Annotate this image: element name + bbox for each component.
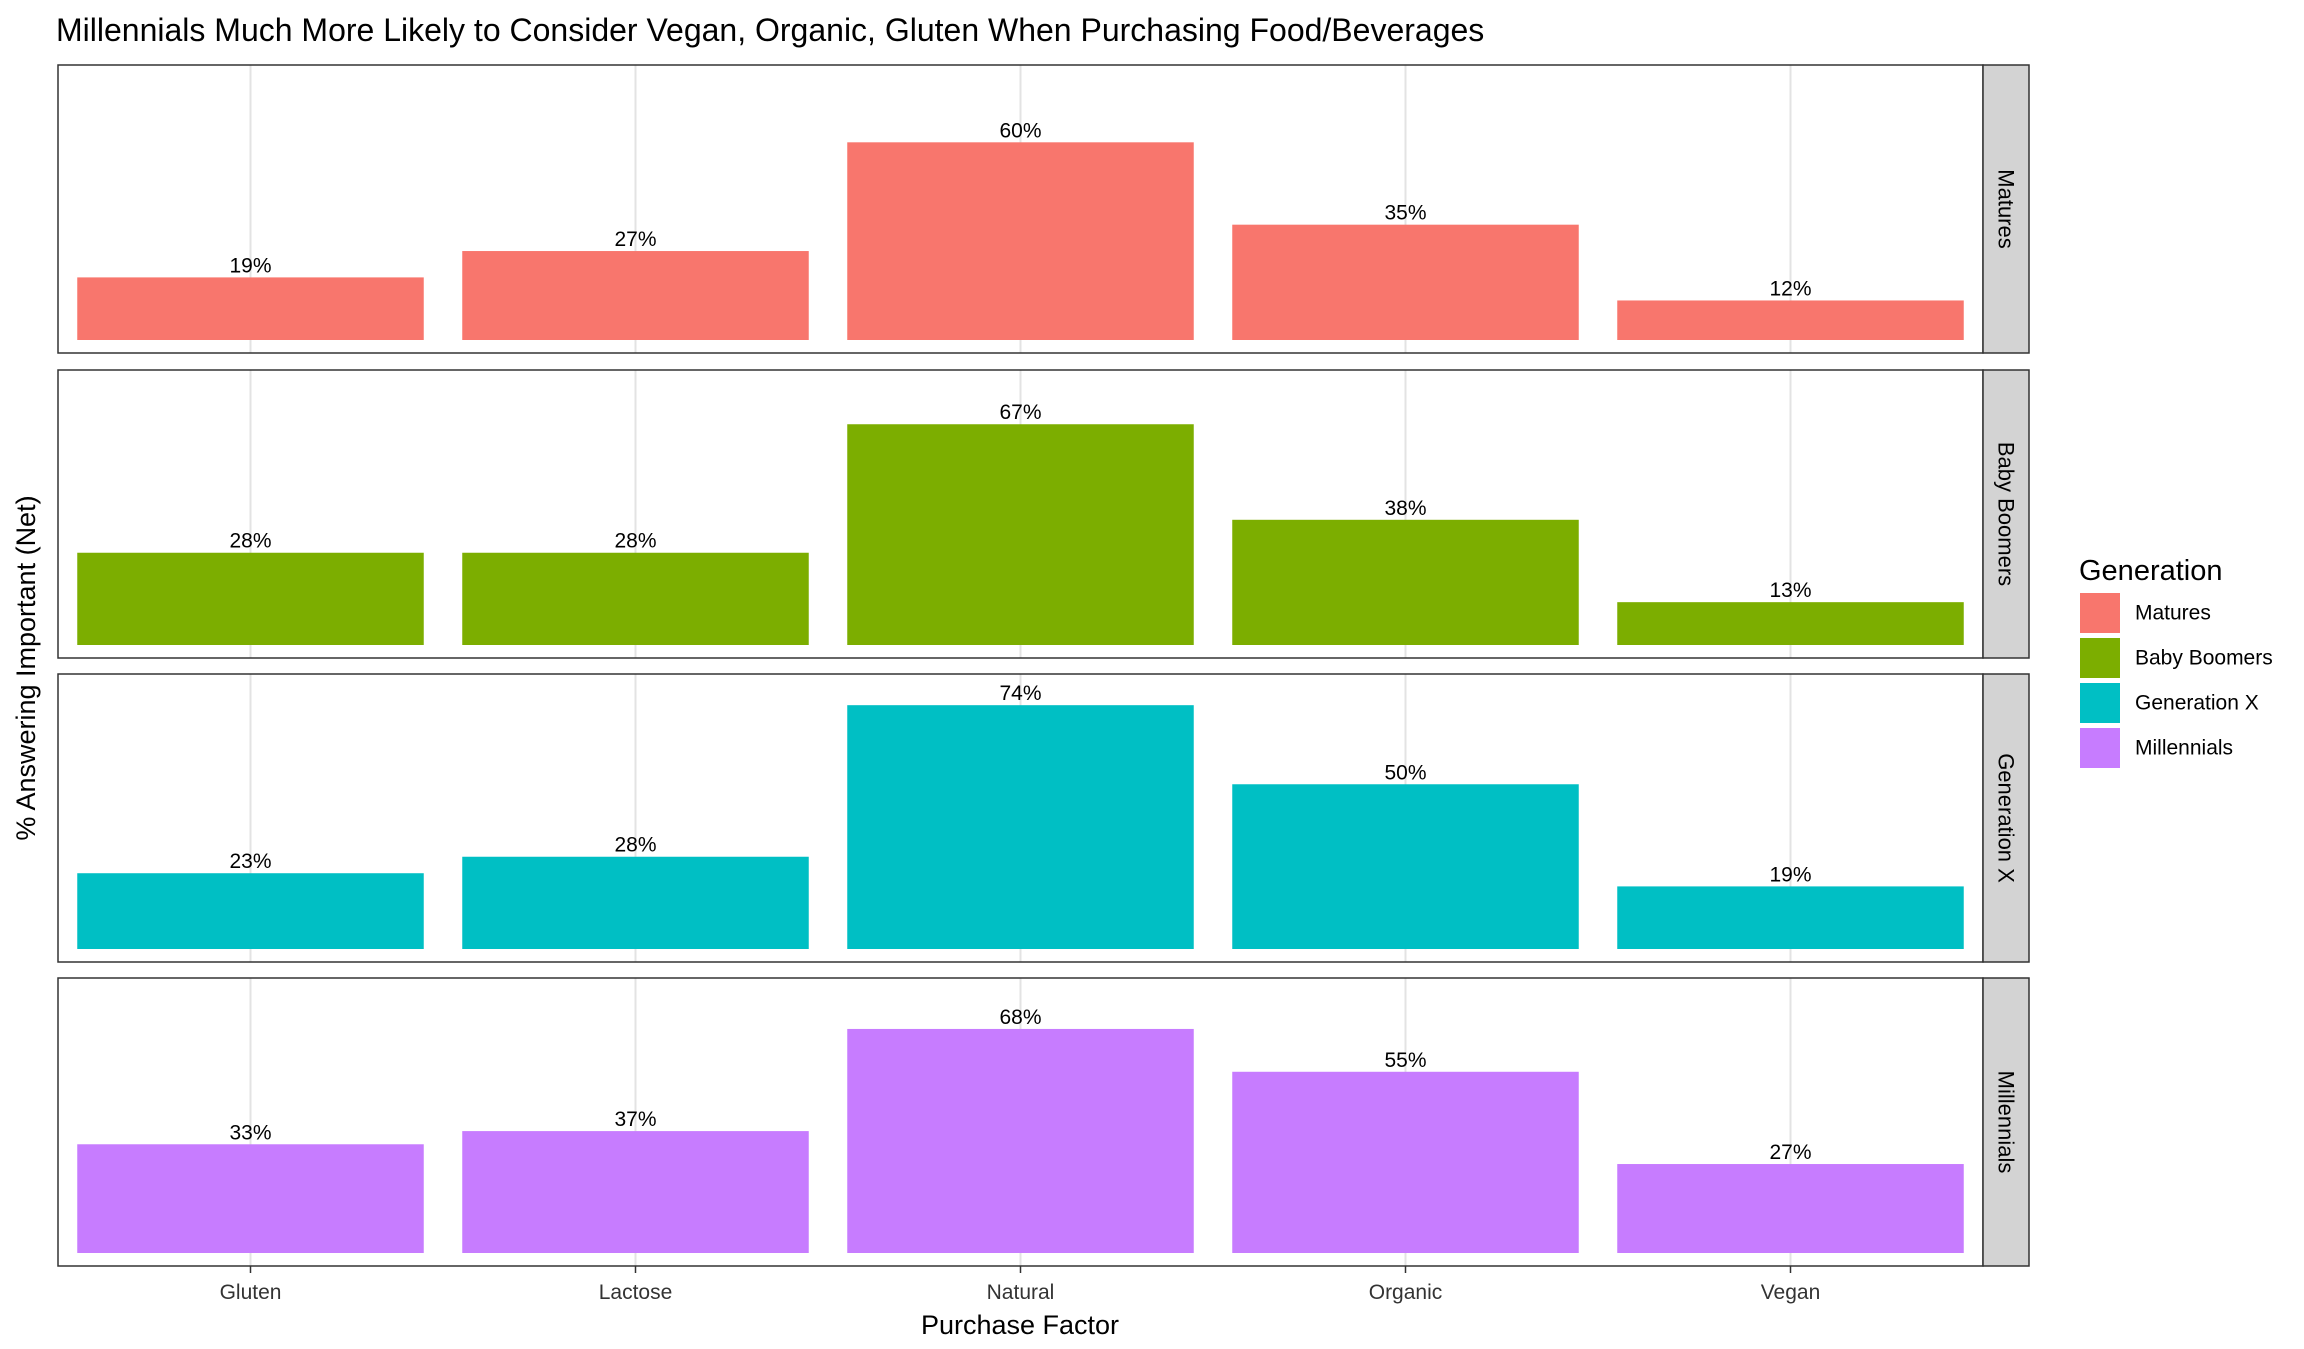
x-tick-label: Natural — [987, 1281, 1055, 1304]
bar-value-label: 60% — [999, 119, 1041, 142]
bar — [847, 142, 1194, 340]
bar — [1232, 1071, 1579, 1253]
bar — [77, 1144, 424, 1253]
bar — [462, 856, 809, 949]
legend-key — [2078, 726, 2122, 770]
facet-strip — [1982, 369, 2030, 659]
bar — [77, 552, 424, 645]
x-tick-label: Gluten — [220, 1281, 282, 1304]
facet-strip — [1982, 673, 2030, 963]
bar-value-label: 33% — [229, 1121, 271, 1144]
legend-label: Baby Boomers — [2135, 647, 2273, 670]
bar-value-label: 67% — [999, 401, 1041, 424]
bar — [462, 1131, 809, 1253]
bar-value-label: 28% — [614, 530, 656, 553]
bar — [1232, 784, 1579, 949]
facet-panel: 28% 28% 67% 38% 13% Baby Boomers — [57, 369, 2030, 659]
facet-strip-label: Millennials — [1994, 1071, 2019, 1174]
bar — [462, 251, 809, 340]
bar — [847, 424, 1194, 645]
bar — [462, 552, 809, 645]
legend-key — [2078, 636, 2122, 680]
facet-panel: 23% 28% 74% 50% 19% Generation X — [57, 673, 2030, 963]
facet-strip-label: Generation X — [1994, 753, 2019, 883]
bar-value-label: 23% — [229, 850, 271, 873]
x-tick-label: Lactose — [599, 1281, 673, 1304]
bar-value-label: 19% — [1769, 863, 1811, 886]
facet-strip — [1982, 64, 2030, 354]
legend-label: Matures — [2135, 602, 2211, 625]
bar-value-label: 28% — [614, 834, 656, 857]
bar-value-label: 50% — [1384, 761, 1426, 784]
bar-value-label: 35% — [1384, 202, 1426, 225]
y-axis-label: % Answering Important (Net) — [11, 495, 41, 840]
bar-value-label: 13% — [1769, 579, 1811, 602]
bar-value-label: 27% — [614, 228, 656, 251]
bar-value-label: 38% — [1384, 497, 1426, 520]
bar-value-label: 27% — [1769, 1141, 1811, 1164]
bar — [847, 1028, 1194, 1253]
bar-value-label: 74% — [999, 682, 1041, 705]
bar-value-label: 37% — [614, 1108, 656, 1131]
legend-label: Millennials — [2135, 737, 2233, 760]
legend-title: Generation — [2079, 555, 2223, 587]
bar — [1232, 519, 1579, 645]
bar — [1617, 1164, 1964, 1253]
bar — [1232, 224, 1579, 340]
bar-value-label: 28% — [229, 530, 271, 553]
legend-key — [2078, 591, 2122, 635]
x-tick-label: Organic — [1369, 1281, 1443, 1304]
bar — [847, 705, 1194, 949]
bar — [1617, 602, 1964, 645]
facet-panel: 19% 27% 60% 35% 12% Matures — [57, 64, 2030, 354]
bar-value-label: 68% — [999, 1006, 1041, 1029]
facet-panels: 19% 27% 60% 35% 12% Matures 28% 28% 67% 38% 13% Bab… — [57, 64, 2030, 1267]
bar — [1617, 886, 1964, 949]
bar — [77, 873, 424, 949]
bar-value-label: 12% — [1769, 277, 1811, 300]
bar — [1617, 300, 1964, 340]
chart-title: Millennials Much More Likely to Consider… — [56, 12, 1484, 48]
x-axis-label: Purchase Factor — [921, 1310, 1119, 1340]
bar-value-label: 55% — [1384, 1049, 1426, 1072]
bar-value-label: 19% — [229, 254, 271, 277]
legend-label: Generation X — [2135, 692, 2259, 715]
x-tick-label: Vegan — [1761, 1281, 1821, 1304]
facet-strip — [1982, 977, 2030, 1267]
legend: Generation Matures Baby Boomers Generation… — [2078, 555, 2273, 770]
bar — [77, 277, 424, 340]
facet-strip-label: Matures — [1994, 169, 2019, 248]
legend-key — [2078, 681, 2122, 725]
x-axis-ticks: Gluten Lactose Natural Organic Vegan — [220, 1266, 1821, 1304]
facet-strip-label: Baby Boomers — [1994, 442, 2019, 586]
